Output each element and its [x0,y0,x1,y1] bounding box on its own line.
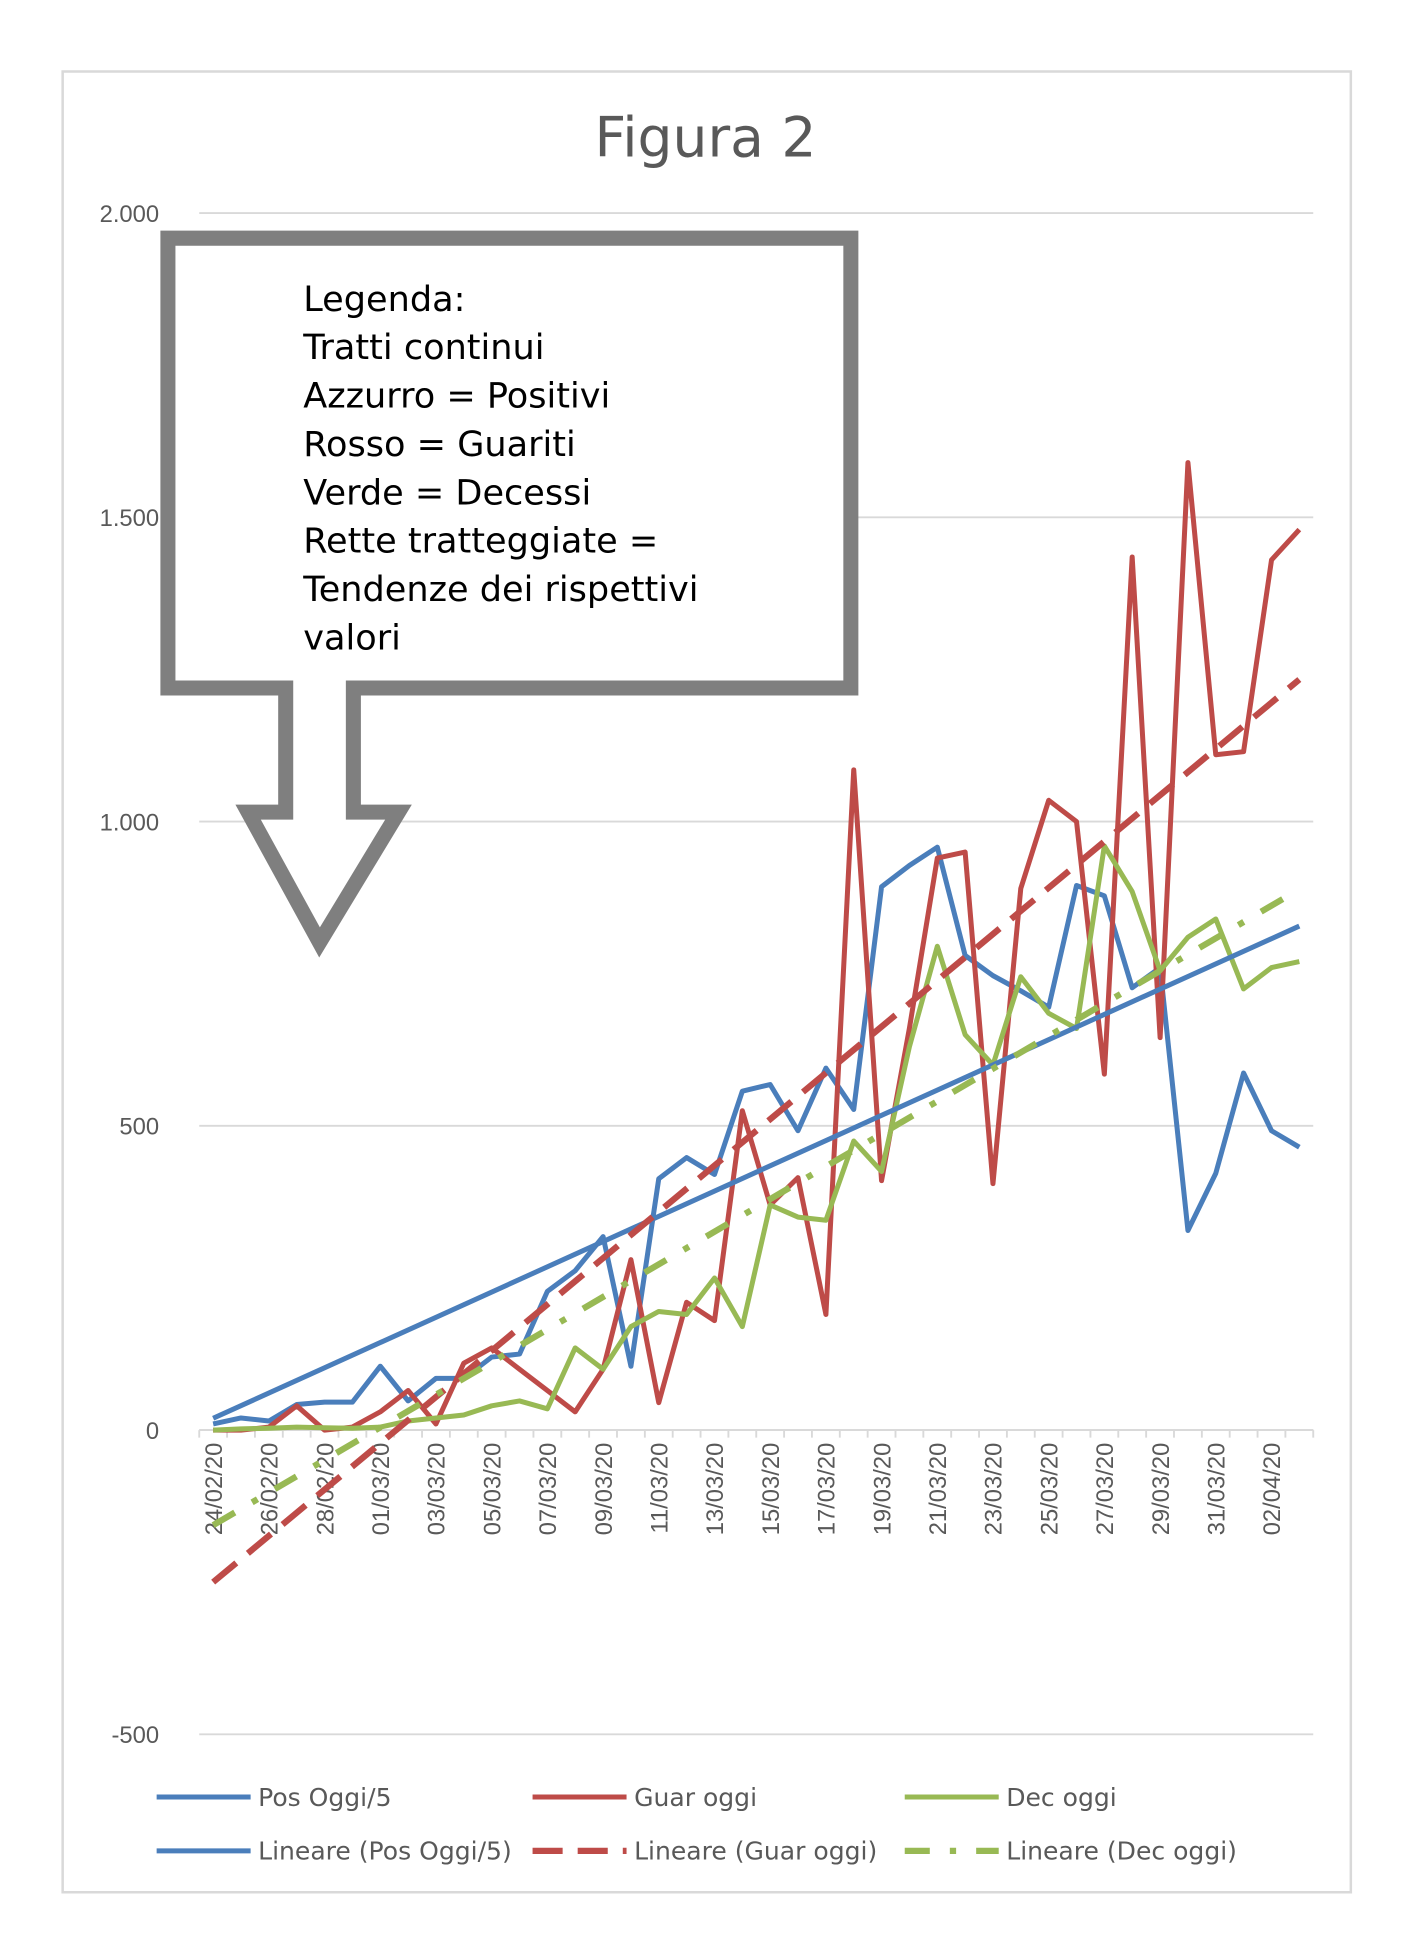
x-tick-label: 15/03/20 [758,1443,785,1536]
annotation-line: Verde = Decessi [303,472,591,513]
annotation: Legenda: Tratti continui Azzurro = Positiv… [302,279,698,659]
annotation-line: valori [303,617,401,658]
y-tick-label: 2.000 [100,201,160,228]
legend-label: Dec oggi [1006,1783,1117,1812]
y-tick-label: 0 [146,1418,159,1445]
legend-label: Guar oggi [634,1783,757,1812]
x-tick-label: 13/03/20 [702,1443,729,1536]
trend-line [211,677,1302,1585]
annotation-line: Tendenze dei rispettivi [302,569,698,610]
legend-label: Lineare (Dec oggi) [1006,1837,1237,1866]
trend-line [212,923,1301,1421]
x-tick-label: 27/03/20 [1092,1443,1119,1536]
x-tick-label: 11/03/20 [647,1443,674,1534]
annotation-line: Rosso = Guariti [303,424,576,465]
annotation-line: Tratti continui [302,327,544,368]
x-tick-label: 09/03/20 [591,1443,618,1536]
x-tick-label: 29/03/20 [1148,1443,1175,1536]
x-tick-label: 01/03/20 [368,1443,395,1536]
series-line [213,460,1302,1433]
x-tick-label: 03/03/20 [424,1443,451,1536]
legend: Pos Oggi/5 Guar oggi Dec oggi Lineare (Pos … [156,1783,1237,1866]
x-tick-label: 02/04/20 [1259,1443,1286,1536]
series-line [213,843,1300,1433]
series-line [212,844,1301,1427]
annotation-line: Rette tratteggiate = [303,521,658,562]
chart-title: Figura 2 [595,107,817,171]
x-tick-label: 25/03/20 [1036,1443,1063,1536]
annotation-line: Azzurro = Positivi [303,376,610,417]
x-tick-label: 31/03/20 [1204,1443,1231,1536]
legend-label: Lineare (Guar oggi) [634,1837,877,1866]
x-tick-label: 17/03/20 [814,1443,841,1536]
x-tick-label: 07/03/20 [535,1443,562,1536]
y-tick-label: 1.000 [100,809,160,836]
x-tick-label: 21/03/20 [925,1443,952,1536]
y-tick-label: 1.500 [100,505,160,532]
y-tick-label: 500 [119,1114,159,1141]
callout [160,230,859,958]
x-tick-label: 19/03/20 [869,1443,896,1536]
legend-label: Pos Oggi/5 [258,1783,391,1812]
legend-label: Lineare (Pos Oggi/5) [258,1837,512,1866]
trend-line [211,886,1301,1528]
annotation-line: Legenda: [303,279,465,320]
x-tick-label: 05/03/20 [479,1443,506,1536]
x-tick-label: 23/03/20 [981,1443,1008,1536]
y-tick-label: -500 [112,1722,160,1749]
